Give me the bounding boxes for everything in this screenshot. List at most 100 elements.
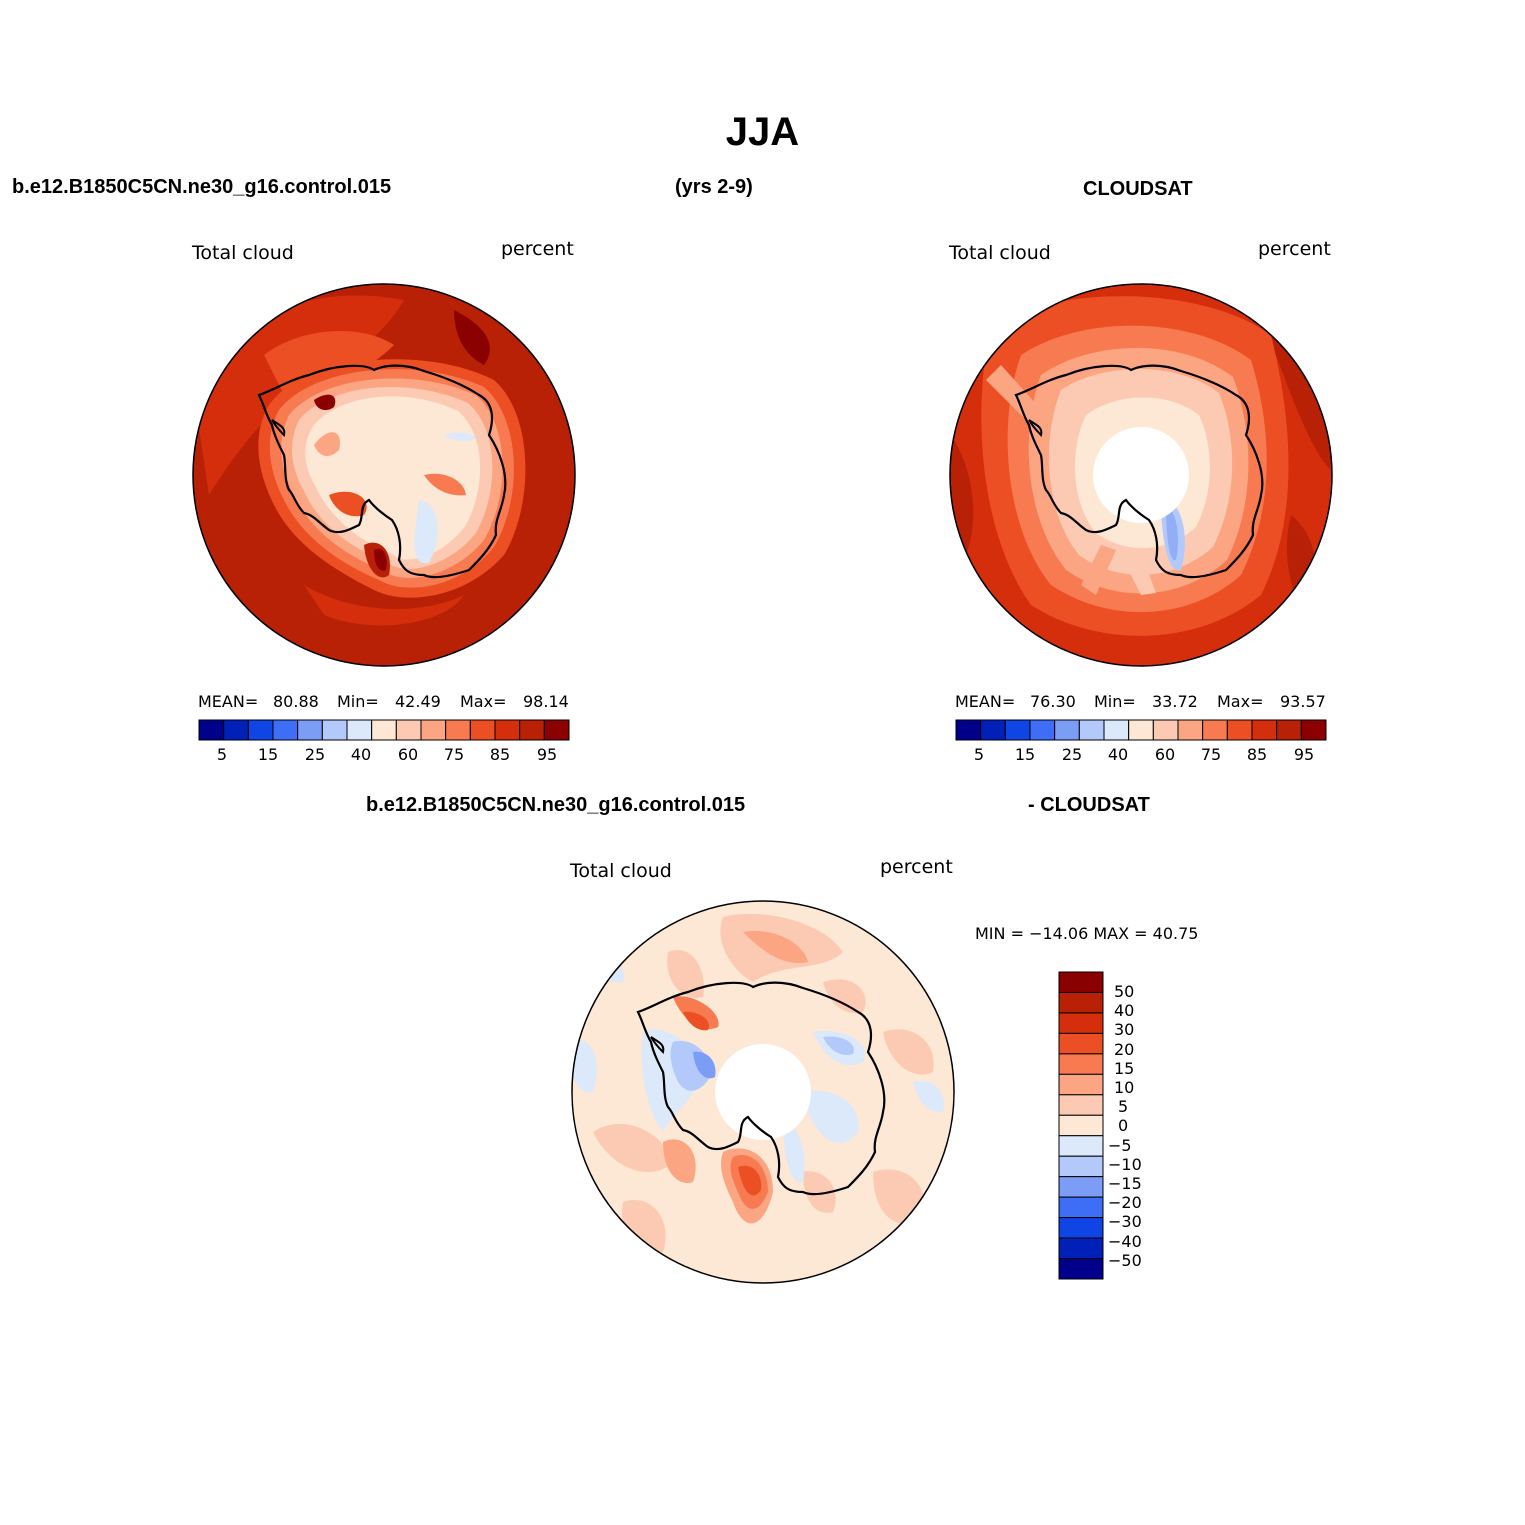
diff-colorbar-swatch-11: [1058, 1176, 1104, 1198]
model-max-value: 98.14: [523, 692, 569, 711]
model-colorbar-swatch-12: [469, 719, 496, 741]
diff-colorbar: [1058, 971, 1104, 1280]
obs-colorbar-swatch-2: [980, 719, 1006, 741]
obs-tick-8: 95: [1293, 745, 1315, 764]
obs-variable-label: Total cloud: [949, 242, 1051, 264]
obs-colorbar-swatch-5: [1054, 719, 1080, 741]
model-tick-5: 60: [397, 745, 419, 764]
model-colorbar-swatch-11: [445, 719, 471, 741]
diff-tick-1: 50: [1114, 982, 1135, 1001]
obs-colorbar-swatch-6: [1078, 719, 1105, 741]
obs-min-value: 33.72: [1152, 692, 1198, 711]
model-tick-1: 5: [216, 745, 228, 764]
model-colorbar-swatch-14: [519, 719, 545, 741]
diff-colorbar-swatch-3: [1058, 1012, 1104, 1034]
obs-colorbar-swatch-1: [955, 719, 982, 741]
model-units-label: percent: [501, 238, 574, 260]
obs-colorbar-swatch-10: [1177, 719, 1204, 741]
model-tick-2: 15: [257, 745, 279, 764]
model-colorbar-swatch-8: [371, 719, 397, 741]
diff-colorbar-swatch-9: [1058, 1135, 1104, 1157]
model-tick-8: 95: [536, 745, 558, 764]
diff-colorbar-swatch-10: [1058, 1155, 1104, 1178]
obs-max-label: Max=: [1217, 692, 1264, 711]
obs-tick-6: 75: [1200, 745, 1222, 764]
model-colorbar-swatch-7: [346, 719, 373, 741]
model-colorbar-swatch-5: [297, 719, 323, 741]
diff-colorbar-swatch-12: [1058, 1196, 1104, 1219]
model-colorbar-swatch-13: [494, 719, 521, 741]
model-colorbar: [198, 719, 570, 741]
obs-tick-4: 40: [1107, 745, 1129, 764]
diff-tick-11: −15: [1108, 1174, 1142, 1193]
model-min-label: Min=: [337, 692, 379, 711]
model-colorbar-swatch-3: [247, 719, 274, 741]
model-tick-7: 85: [489, 745, 511, 764]
diff-tick-6: 10: [1114, 1078, 1135, 1097]
diff-colorbar-swatch-6: [1058, 1073, 1104, 1096]
obs-colorbar-swatch-9: [1152, 719, 1179, 741]
diff-tick-14: −40: [1108, 1232, 1142, 1251]
obs-mean-label: MEAN=: [955, 692, 1016, 711]
diff-tick-8: 0: [1118, 1116, 1129, 1135]
model-variable-label: Total cloud: [192, 242, 294, 264]
diff-units-label: percent: [880, 856, 953, 878]
obs-tick-3: 25: [1061, 745, 1083, 764]
diff-tick-10: −10: [1108, 1155, 1142, 1174]
diff-tick-7: 5: [1118, 1097, 1129, 1116]
years-header: (yrs 2-9): [675, 176, 753, 198]
model-colorbar-swatch-6: [321, 719, 348, 741]
obs-colorbar-swatch-15: [1300, 719, 1327, 741]
model-colorbar-swatch-1: [198, 719, 225, 741]
model-colorbar-swatch-10: [420, 719, 447, 741]
obs-polar-map: [949, 283, 1333, 667]
diff-tick-5: 15: [1114, 1059, 1135, 1078]
diff-tick-12: −20: [1108, 1193, 1142, 1212]
obs-colorbar-swatch-7: [1103, 719, 1130, 741]
model-tick-4: 40: [350, 745, 372, 764]
diff-colorbar-swatch-14: [1058, 1237, 1104, 1260]
model-mean-label: MEAN=: [198, 692, 259, 711]
obs-header: CLOUDSAT: [1083, 178, 1193, 200]
diff-colorbar-swatch-2: [1058, 991, 1104, 1014]
model-max-label: Max=: [460, 692, 507, 711]
model-colorbar-swatch-15: [543, 719, 570, 741]
model-colorbar-swatch-4: [272, 719, 299, 741]
model-tick-3: 25: [304, 745, 326, 764]
obs-colorbar-swatch-14: [1276, 719, 1302, 741]
diff-tick-3: 30: [1114, 1020, 1135, 1039]
model-tick-6: 75: [443, 745, 465, 764]
model-colorbar-swatch-2: [223, 719, 249, 741]
obs-colorbar-swatch-4: [1029, 719, 1056, 741]
diff-tick-13: −30: [1108, 1212, 1142, 1231]
obs-tick-1: 5: [973, 745, 985, 764]
obs-colorbar-ticks: 5 15 25 40 60 75 85 95: [0, 745, 1525, 765]
diff-variable-label: Total cloud: [570, 860, 672, 882]
diff-obs-header: - CLOUDSAT: [1028, 794, 1150, 816]
obs-max-value: 93.57: [1280, 692, 1326, 711]
obs-colorbar-swatch-3: [1004, 719, 1031, 741]
diff-tick-9: −5: [1108, 1136, 1132, 1155]
diff-colorbar-swatch-7: [1058, 1094, 1104, 1116]
diff-tick-15: −50: [1108, 1251, 1142, 1270]
diff-colorbar-swatch-4: [1058, 1032, 1104, 1055]
obs-colorbar-swatch-12: [1226, 719, 1253, 741]
diff-colorbar-swatch-13: [1058, 1217, 1104, 1239]
obs-min-label: Min=: [1094, 692, 1136, 711]
obs-tick-5: 60: [1154, 745, 1176, 764]
obs-colorbar-swatch-8: [1128, 719, 1154, 741]
obs-tick-2: 15: [1014, 745, 1036, 764]
figure-title: JJA: [725, 110, 800, 154]
model-min-value: 42.49: [395, 692, 441, 711]
obs-colorbar: [955, 719, 1327, 741]
diff-colorbar-swatch-8: [1058, 1114, 1104, 1137]
diff-tick-4: 20: [1114, 1040, 1135, 1059]
model-colorbar-swatch-9: [395, 719, 422, 741]
obs-mean-value: 76.30: [1030, 692, 1076, 711]
obs-colorbar-swatch-13: [1251, 719, 1278, 741]
obs-tick-7: 85: [1246, 745, 1268, 764]
model-case-header: b.e12.B1850C5CN.ne30_g16.control.015: [12, 176, 392, 198]
model-mean-value: 80.88: [273, 692, 319, 711]
diff-minmax: MIN = −14.06 MAX = 40.75: [975, 924, 1199, 943]
diff-polar-map: [571, 900, 955, 1284]
